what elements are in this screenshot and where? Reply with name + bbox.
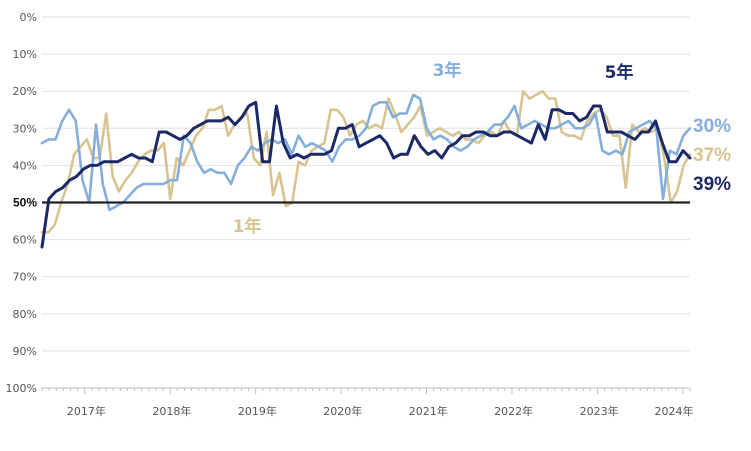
x-tick-label: 2024年 [655,404,694,418]
series-label-5-year: 5年 [605,62,634,83]
x-axis: 2017年 2018年 2019年 2020年 2021年 2022年 2023年 2024年 [41,387,694,418]
y-tick-label: 0% [20,11,37,24]
series-lines [40,89,692,249]
y-tick-label: 10% [13,48,37,61]
x-tick-label: 2020年 [323,404,362,418]
x-tick-label: 2018年 [152,404,191,418]
series-label-3-year: 3年 [433,60,462,81]
series-end-value-labels: 30% 37% 39% [693,116,731,195]
y-tick-label: 70% [13,271,37,284]
y-tick-label: 20% [13,85,37,98]
y-tick-label: 40% [13,159,37,172]
end-label-3-year: 30% [693,116,731,137]
y-axis-tick-labels: 0% 10% 20% 30% 40% 50% 60% 70% 80% 90% 100% [6,11,38,395]
y-tick-label: 60% [13,234,37,247]
y-tick-label: 90% [13,345,37,358]
y-tick-label: 80% [13,308,37,321]
series-name-labels: 1年 3年 5年 [233,60,634,237]
y-tick-label: 50% [13,196,37,210]
series-line [40,93,692,212]
x-tick-label: 2019年 [238,404,277,418]
x-tick-label: 2023年 [580,404,619,418]
y-tick-label: 100% [6,382,37,395]
series-label-1-year: 1年 [233,216,262,237]
y-tick-label: 30% [13,122,37,135]
x-tick-label: 2021年 [409,404,448,418]
x-tick-label: 2022年 [494,404,533,418]
series-line [40,100,692,249]
series-line [40,89,692,234]
x-tick-label: 2017年 [67,404,106,418]
end-label-5-year: 39% [693,174,731,195]
end-label-1-year: 37% [693,145,731,166]
